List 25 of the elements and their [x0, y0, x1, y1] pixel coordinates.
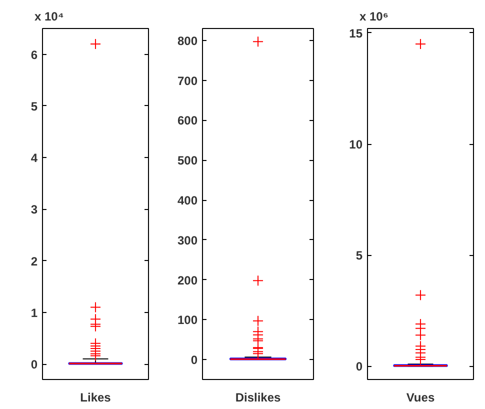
y-tick-label: 200 [177, 273, 198, 288]
y-tick-label: 5 [30, 99, 38, 114]
y-tick-label: 800 [177, 34, 198, 48]
y-tick-label: 300 [177, 233, 198, 248]
x-tick-label: Vues [406, 390, 435, 404]
y-tick-label: 500 [177, 154, 198, 168]
y-tick-label: 5 [356, 248, 363, 263]
y-tick-label: 10 [349, 138, 363, 152]
y-tick-label: 3 [30, 202, 38, 217]
y-tick-label: 100 [177, 313, 198, 328]
y-tick-label: 4 [30, 151, 38, 166]
y-tick-label: 2 [30, 254, 38, 268]
y-tick-label: 0 [30, 358, 38, 372]
y-tick-label: 15 [349, 26, 363, 40]
y-tick-label: 1 [30, 306, 38, 320]
y-tick-label: 0 [190, 353, 198, 368]
x-tick-label: Dislikes [235, 390, 282, 404]
y-tick-label: 400 [177, 194, 198, 208]
y-tick-label: 600 [177, 114, 198, 128]
text: x 10⁴ [34, 10, 64, 24]
y-tick-label: 0 [356, 360, 363, 374]
y-tick-label: 6 [30, 48, 38, 62]
text: x 10⁶ [360, 10, 388, 24]
x-tick-label: Likes [80, 390, 112, 404]
y-tick-label: 700 [177, 74, 198, 88]
